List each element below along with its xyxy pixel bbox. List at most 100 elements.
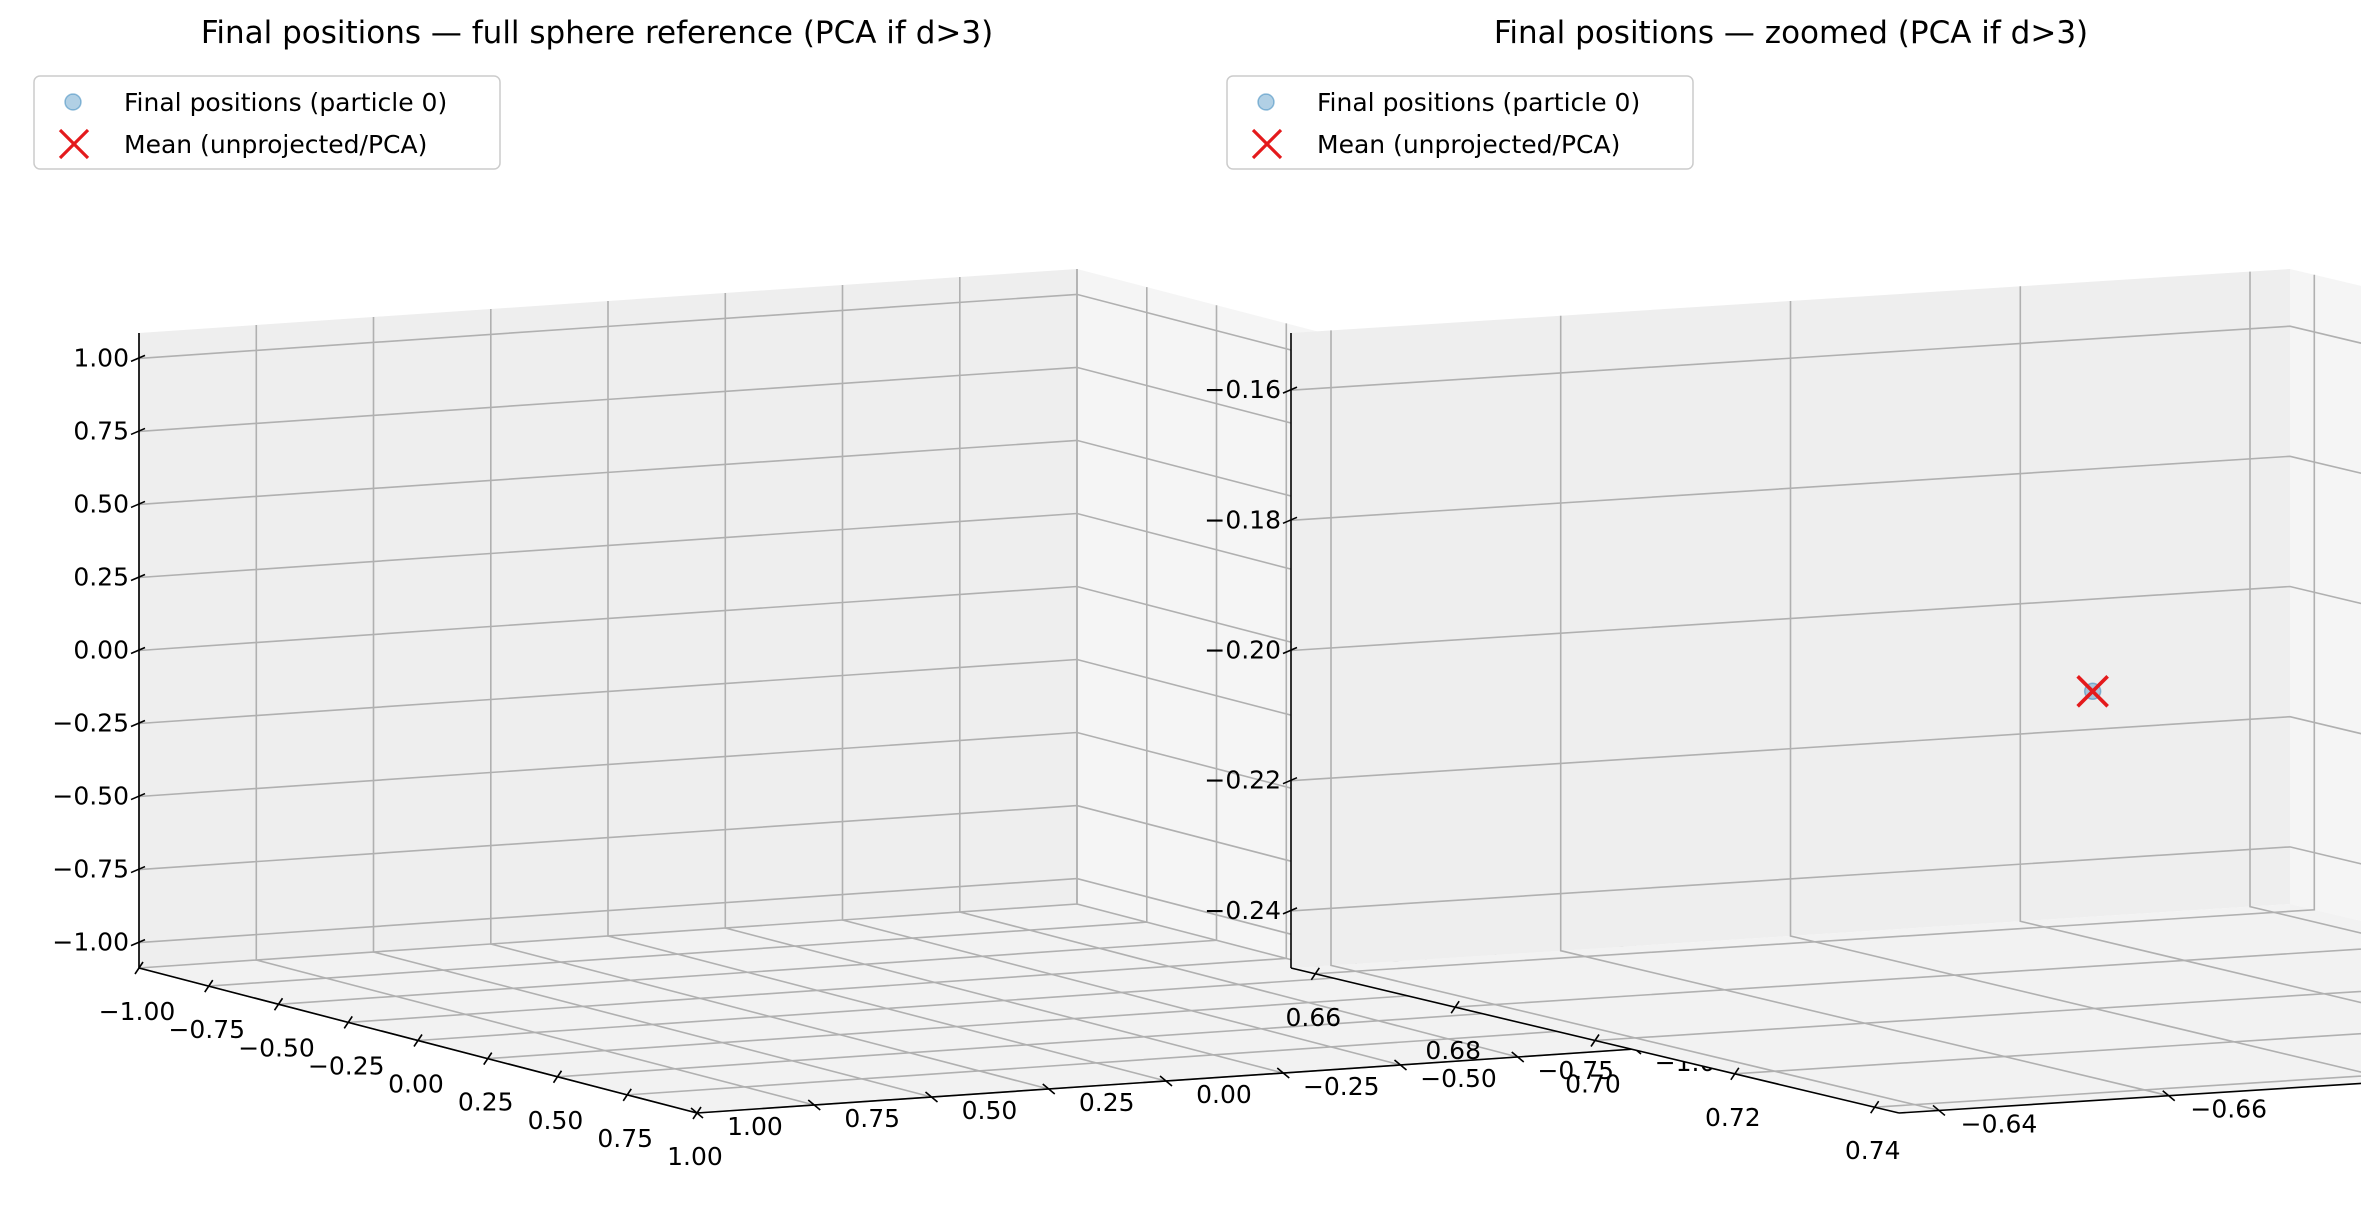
x-tick-label: 0.74 xyxy=(1845,1136,1901,1165)
x-tick-mark xyxy=(1310,967,1320,981)
x-tick-mark xyxy=(273,997,284,1011)
gridline-y xyxy=(2019,286,2361,1004)
x-tick-label: 0.68 xyxy=(1425,1036,1481,1065)
x-tick-label: −0.50 xyxy=(238,1033,315,1062)
gridline-x xyxy=(1455,948,2361,1008)
x-tick-mark xyxy=(343,1015,353,1029)
y-tick-label: 0.00 xyxy=(1196,1080,1252,1109)
subplot-zoomed: Final positions — zoomed (PCA if d>3) 0.… xyxy=(1204,15,2361,1165)
z-tick-label: 0.00 xyxy=(73,636,129,665)
z-tick-mark xyxy=(1282,516,1298,525)
z-tick-label: −1.00 xyxy=(52,928,129,957)
y-tick-label: −0.25 xyxy=(1303,1072,1380,1101)
z-tick-label: 0.50 xyxy=(73,489,129,518)
gridline-z xyxy=(1290,846,2361,912)
gridline-z xyxy=(1290,325,2361,391)
gridline-z xyxy=(1290,715,2361,782)
z-tick-mark xyxy=(130,865,146,874)
gridline-x xyxy=(1734,1032,2361,1075)
y-tick-label: 0.25 xyxy=(1079,1088,1135,1117)
z-tick-mark xyxy=(1282,646,1298,655)
z-tick-label: −0.22 xyxy=(1204,766,1281,795)
gridline-y xyxy=(724,293,1284,1074)
tick-group: 0.660.680.700.720.74−0.64−0.66−0.68−0.70… xyxy=(1204,375,2267,1165)
legend-box xyxy=(1226,75,1694,170)
gridline-z xyxy=(1290,585,2361,652)
z-tick-label: −0.75 xyxy=(52,855,129,884)
y-tick-label: 1.00 xyxy=(727,1112,783,1141)
y-tick-mark xyxy=(2162,1090,2176,1102)
z-tick-label: −0.25 xyxy=(52,709,129,738)
x-tick-mark xyxy=(483,1052,493,1066)
y-tick-mark xyxy=(1511,1051,1525,1063)
gridline-x xyxy=(1594,990,2361,1042)
z-tick-label: −0.24 xyxy=(1204,896,1281,925)
legend-marker-particle xyxy=(64,93,82,111)
z-tick-label: −0.18 xyxy=(1204,505,1281,534)
legend: Final positions (particle 0) Mean (unpro… xyxy=(1226,75,1694,170)
legend-label-mean: Mean (unprojected/PCA) xyxy=(1317,130,1620,159)
x-tick-label: 0.70 xyxy=(1565,1070,1621,1099)
gridline-y xyxy=(372,317,932,1098)
legend-marker-mean xyxy=(58,128,90,160)
x-tick-label: 0.25 xyxy=(458,1088,514,1117)
gridline-y xyxy=(841,285,1401,1066)
y-tick-label: 0.75 xyxy=(844,1104,900,1133)
chart-title: Final positions — full sphere reference … xyxy=(201,15,993,51)
gridline-y xyxy=(255,325,815,1106)
gridline-y xyxy=(1559,315,2169,1097)
gridline-x xyxy=(1874,1075,2361,1108)
x-tick-label: 0.75 xyxy=(597,1124,653,1153)
legend-box xyxy=(33,75,501,170)
x-tick-label: 0.66 xyxy=(1285,1003,1341,1032)
y-tick-label: −0.66 xyxy=(2190,1095,2267,1124)
y-axis-line xyxy=(1898,1082,2361,1114)
gridline-y xyxy=(1330,330,1940,1112)
y-tick-mark xyxy=(690,1107,704,1119)
pane-floor xyxy=(1291,904,2361,1113)
x-tick-label: 0.50 xyxy=(528,1106,584,1135)
gridline-y xyxy=(489,309,1050,1090)
x-tick-label: 1.00 xyxy=(667,1142,723,1171)
gridline-y xyxy=(2249,271,2361,934)
x-tick-label: 0.00 xyxy=(388,1070,444,1099)
z-tick-label: −0.50 xyxy=(52,782,129,811)
mean-marker xyxy=(2076,675,2109,708)
y-tick-mark xyxy=(1159,1075,1173,1087)
legend-marker-particle xyxy=(1257,93,1275,111)
y-tick-mark xyxy=(807,1099,821,1111)
x-tick-label: −0.25 xyxy=(308,1051,385,1080)
x-tick-mark xyxy=(1730,1067,1740,1081)
y-tick-mark xyxy=(1932,1104,1946,1117)
legend-label-particle: Final positions (particle 0) xyxy=(1317,88,1640,117)
y-tick-mark xyxy=(1393,1059,1408,1071)
x-tick-label: 0.72 xyxy=(1705,1103,1761,1132)
x-tick-label: −0.75 xyxy=(168,1015,245,1044)
x-tick-mark xyxy=(204,979,214,993)
x-tick-mark xyxy=(622,1088,632,1102)
y-tick-label: −0.75 xyxy=(1537,1056,1614,1085)
gridline-y xyxy=(958,277,1519,1058)
legend-label-mean: Mean (unprojected/PCA) xyxy=(124,130,427,159)
z-tick-mark xyxy=(1282,776,1298,785)
x-tick-mark xyxy=(552,1070,563,1084)
gridline-y xyxy=(607,301,1167,1082)
z-tick-mark xyxy=(130,938,146,947)
y-tick-label: −0.50 xyxy=(1420,1064,1497,1093)
mean-marker-stroke xyxy=(2076,675,2109,708)
x-tick-mark xyxy=(1590,1034,1600,1047)
x-tick-mark xyxy=(1870,1100,1880,1114)
y-tick-mark xyxy=(1276,1067,1290,1079)
legend-label-particle: Final positions (particle 0) xyxy=(124,88,447,117)
x-tick-mark xyxy=(1450,1000,1460,1014)
y-tick-label: 0.50 xyxy=(962,1096,1018,1125)
z-tick-mark xyxy=(1282,386,1298,394)
marks-group xyxy=(2076,675,2109,708)
z-tick-mark xyxy=(130,500,146,509)
y-tick-label: −0.64 xyxy=(1961,1109,2038,1138)
x-tick-mark xyxy=(413,1034,423,1047)
z-tick-mark xyxy=(130,354,146,363)
gridline-y xyxy=(1789,301,2361,1073)
gridline-x xyxy=(1315,274,2316,975)
z-tick-mark xyxy=(130,646,146,655)
